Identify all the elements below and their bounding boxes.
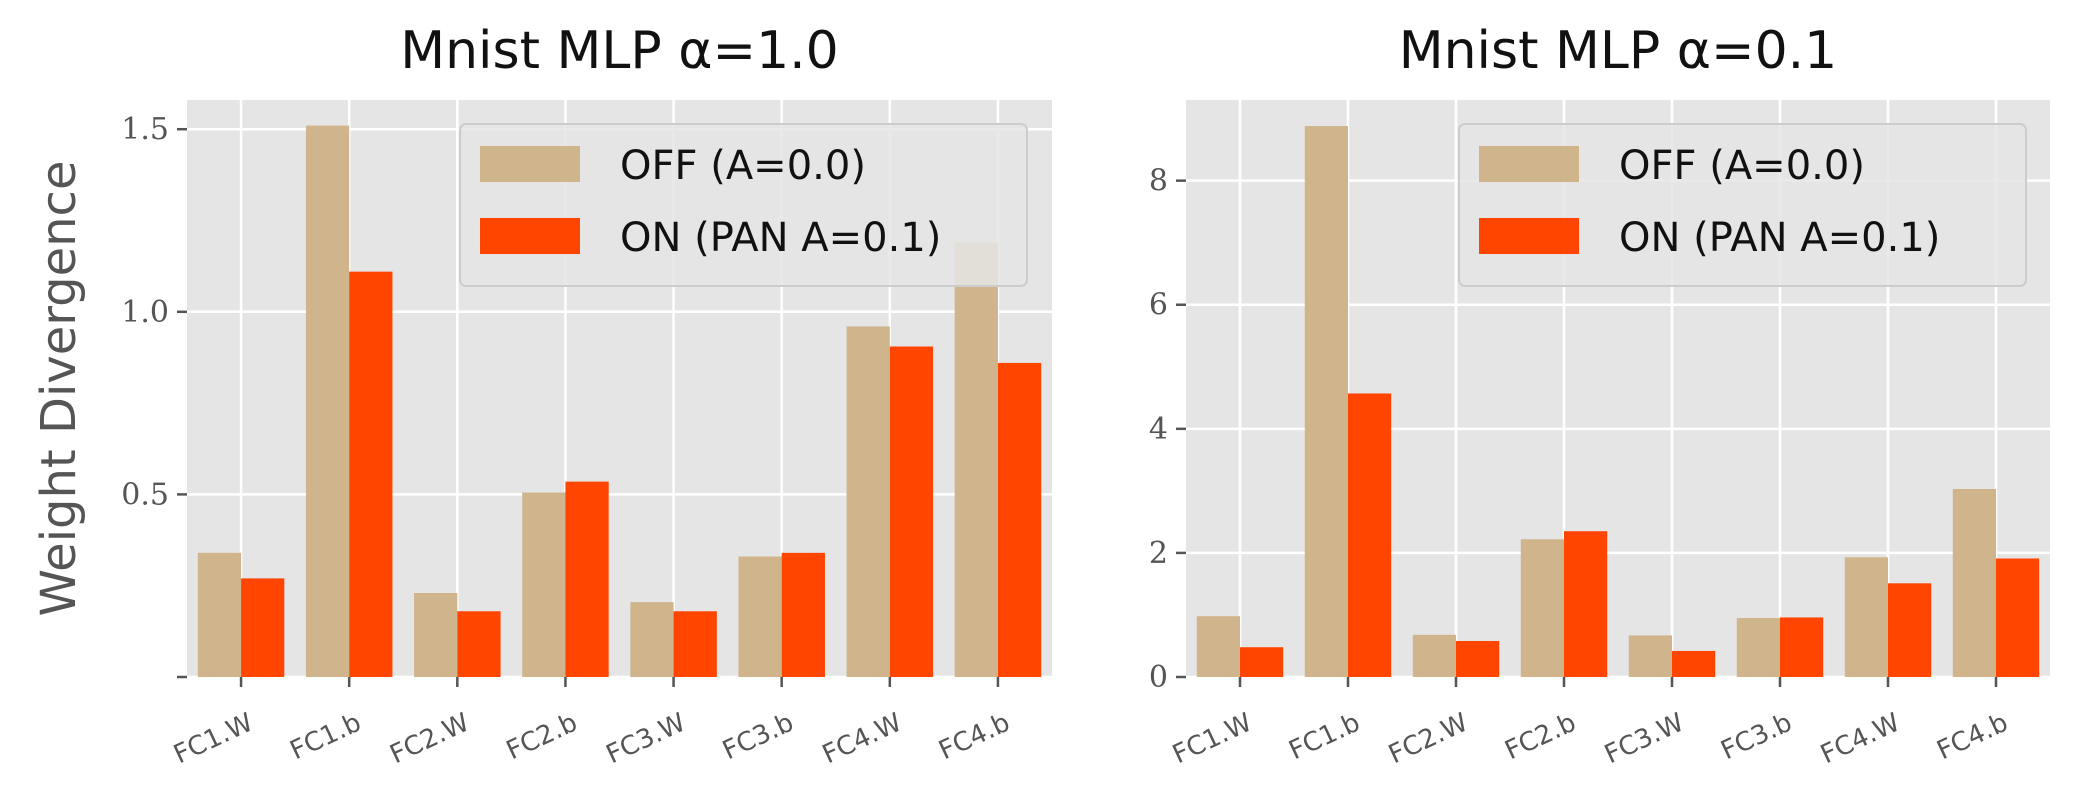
x-tick-label: FC4.b [934,708,1014,767]
bar-off-fc2-w [1412,634,1456,677]
bar-off-fc1-b [305,125,350,677]
y-tick-label: 2 [1149,536,1168,571]
bar-on-fc4-b [997,362,1042,677]
x-tick-label: FC3.b [1717,708,1797,767]
x-tick-label: FC3.W [602,708,690,771]
bar-off-fc2-b [522,492,566,677]
y-tick-label: 1.0 [121,295,169,330]
bar-on-fc3-w [673,611,717,677]
bar-on-fc4-w [889,346,934,677]
legend-swatch [480,218,580,254]
bar-off-fc4-b [1952,489,1996,677]
bar-on-fc1-w [241,578,285,677]
bar-on-fc2-b [1564,531,1608,677]
bar-off-fc2-w [414,593,458,677]
legend-entry: ON (PAN A=0.1) [1619,215,1940,261]
bar-on-fc3-b [781,552,825,677]
x-tick-label: FC1.W [1168,708,1256,771]
y-tick-label: 0.5 [121,477,169,512]
bar-on-fc4-w [1888,583,1932,677]
legend-swatch [1479,146,1579,182]
bar-off-fc3-w [1628,635,1672,677]
chart-panel-1: 0.5 1.0 1.5 FC1.W FC1.b FC2.W FC2.b FC3.W FC3.b F… [31,21,1052,770]
legend: OFF (A=0.0) ON (PAN A=0.1) [1458,123,2027,287]
bar-off-fc4-b [954,242,998,677]
legend: OFF (A=0.0) ON (PAN A=0.1) [459,123,1028,287]
bar-on-fc3-w [1672,650,1716,677]
bar-off-fc1-w [197,552,242,677]
bar-on-fc2-b [565,481,609,677]
x-tick-label: FC3.b [718,708,798,767]
bar-on-fc2-w [457,611,501,677]
x-tick-label: FC2.b [502,708,582,767]
x-tick-label: FC2.b [1501,708,1581,767]
legend-swatch [1479,218,1579,254]
legend-entry: OFF (A=0.0) [1619,143,1865,189]
legend-entry: ON (PAN A=0.1) [620,215,941,261]
x-tick-label: FC2.W [1384,708,1472,771]
bar-off-fc3-w [630,602,674,677]
bar-off-fc1-w [1196,616,1240,677]
bar-off-fc3-b [738,556,782,677]
bar-on-fc3-b [1780,617,1824,677]
y-tick-label: 4 [1149,412,1168,447]
legend-swatch [480,146,580,182]
bar-off-fc2-b [1520,539,1564,677]
bar-on-fc1-w [1240,647,1284,677]
x-tick-label: FC4.W [1816,708,1904,771]
chart-title: Mnist MLP α=0.1 [1399,21,1838,81]
x-tick-label: FC3.W [1600,708,1688,771]
bar-on-fc2-w [1456,641,1500,677]
chart-panel-2: 0 2 4 6 8 FC1.W FC1.b FC2.W FC2.b FC3.W FC3.b FC4.W… [1149,21,2050,770]
bar-off-fc4-w [846,326,890,677]
legend-entry: OFF (A=0.0) [620,143,866,189]
x-tick-label: FC2.W [385,708,473,771]
y-tick-label: 8 [1149,164,1168,199]
y-tick-label: 0 [1149,660,1168,695]
y-axis-label: Weight Divergence [31,161,87,617]
bar-on-fc4-b [1996,558,2040,677]
bar-off-fc4-w [1844,557,1888,677]
chart-title: Mnist MLP α=1.0 [400,21,839,81]
bar-on-fc1-b [1348,393,1392,677]
bar-off-fc3-b [1736,618,1780,677]
x-tick-label: FC1.b [286,708,366,767]
y-tick-label: 6 [1149,288,1168,323]
x-tick-label: FC1.W [169,708,257,771]
x-tick-label: FC4.W [818,708,906,771]
legend-box [459,123,1028,287]
y-tick-label: 1.5 [121,112,169,147]
legend-box [1458,123,2027,287]
x-tick-label: FC1.b [1285,708,1365,767]
x-tick-label: FC4.b [1933,708,2013,767]
bar-on-fc1-b [349,271,393,677]
bar-off-fc1-b [1304,126,1348,678]
